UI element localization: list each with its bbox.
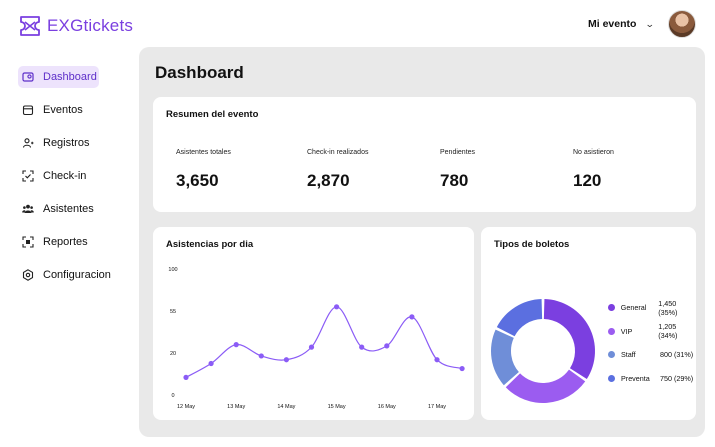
stat-value: 2,870 [307,171,350,190]
y-tick-label: 55 [170,309,176,315]
stat-value: 3,650 [176,171,219,190]
attendance-card: Asistencias por dia 100 55 20 0 12 May 13 May… [153,227,474,420]
page-title: Dashboard [155,63,244,82]
event-selector-label: Mi evento [588,18,637,30]
legend-value: 1,450 (35%) [658,298,678,317]
data-point[interactable] [409,314,415,320]
stat-pending: Pendientes 780 [440,149,475,191]
legend-label: Staff [621,350,636,360]
legend-item: Staff 800 (31%) [608,343,696,367]
data-point[interactable] [283,357,289,363]
sidebar-item-check-in[interactable]: Check-in [18,165,130,187]
avatar[interactable] [668,10,696,38]
legend-label: Preventa [621,373,650,383]
sidebar-item-label: Dashboard [43,71,97,83]
stat-no-shows: No asistieron 120 [573,149,614,191]
data-point[interactable] [359,344,365,350]
legend-swatch [608,374,615,382]
donut-slice-vip[interactable] [505,369,586,403]
legend-label: General [620,303,647,313]
data-point[interactable] [233,342,239,348]
main-panel: Dashboard Resumen del evento Asistentes … [139,47,705,437]
brand-logo[interactable]: EXGtickets [19,15,133,37]
data-point[interactable] [308,344,315,350]
sidebar-item-label: Check-in [43,170,87,182]
x-tick-label: 12 May [177,404,195,410]
stat-check-ins: Check-in realizados 2,870 [307,149,368,191]
data-point[interactable] [208,360,214,367]
sidebar-item-reportes[interactable]: Reportes [18,231,130,253]
attendance-title: Asistencias por dia [166,239,254,250]
legend-item: Preventa 750 (29%) [608,367,696,391]
stat-label: Pendientes [440,149,476,156]
y-tick-label: 0 [171,393,174,399]
sidebar-item-asistentes[interactable]: Asistentes [18,198,130,220]
legend-value: 800 (31%) [660,350,694,360]
stat-label: No asistieron [573,149,614,156]
sidebar-item-dashboard[interactable]: Dashboard [18,66,99,88]
x-tick-label: 16 May [378,404,396,410]
legend-value: 1,205 (34%) [658,322,678,341]
stat-value: 780 [440,171,469,190]
sidebar-item-configuracion[interactable]: Configuracion [18,264,130,286]
sidebar-item-eventos[interactable]: Eventos [18,99,130,121]
brand-name: EXGtickets [47,16,134,35]
stat-value: 120 [573,171,602,190]
ticket-types-legend: General 1,450 (35%) VIP 1,205 (34%) Staff 800… [608,296,696,390]
sidebar: Dashboard Eventos Registros Check-in Asi… [18,66,130,297]
user-add-icon [22,137,34,149]
attendance-line-chart: 100 55 20 012 May 13 May 14 May 15 May 16 May 17… [168,267,465,410]
data-point[interactable] [183,374,189,380]
ticket-types-title: Tipos de boletos [494,239,570,250]
donut-slice-preventa[interactable] [496,299,543,337]
sidebar-item-label: Eventos [43,104,83,116]
calendar-icon [22,104,34,116]
data-point[interactable] [434,357,440,363]
sidebar-item-registros[interactable]: Registros [18,132,130,154]
data-point[interactable] [459,365,465,372]
donut-slice-staff[interactable] [491,329,519,386]
attendance-series-line [185,306,463,378]
x-tick-label: 17 May [428,404,446,410]
sidebar-item-label: Reportes [43,236,88,248]
ticket-types-donut-chart [491,299,595,403]
sidebar-item-label: Configuracion [43,269,111,281]
stat-label: Check-in realizados [307,149,369,156]
ticket-types-card: Tipos de boletos General 1,450 (35%) VIP 1,… [481,227,696,420]
x-tick-label: 15 May [328,404,346,410]
y-tick-label: 20 [170,351,176,357]
dashboard-icon [22,71,34,83]
legend-item: General 1,450 (35%) [608,296,696,320]
legend-swatch [608,327,615,335]
users-icon [22,203,34,215]
report-icon [22,236,34,248]
legend-item: VIP 1,205 (34%) [608,320,696,344]
data-point[interactable] [258,353,264,359]
stat-total-attendees: Asistentes totales 3,650 [176,149,231,191]
sidebar-item-label: Registros [43,137,90,149]
legend-label: VIP [620,326,633,336]
chevron-down-icon: ⌄ [645,18,656,29]
stat-label: Asistentes totales [176,149,231,156]
y-tick-label: 100 [168,267,177,273]
gear-icon [22,269,34,281]
legend-swatch [608,351,615,359]
event-summary-card: Resumen del evento Asistentes totales 3,… [153,97,696,212]
legend-value: 750 (29%) [660,373,694,383]
ticket-logo-icon [20,16,40,36]
sidebar-item-label: Asistentes [43,203,94,215]
donut-slice-general[interactable] [543,299,595,379]
scan-icon [22,170,34,182]
legend-swatch [608,304,615,312]
x-tick-label: 14 May [277,404,295,410]
data-point[interactable] [384,343,390,349]
x-tick-label: 13 May [227,404,245,410]
data-point[interactable] [334,304,340,310]
summary-title: Resumen del evento [166,109,259,120]
event-selector[interactable]: Mi evento ⌄ [588,18,656,30]
